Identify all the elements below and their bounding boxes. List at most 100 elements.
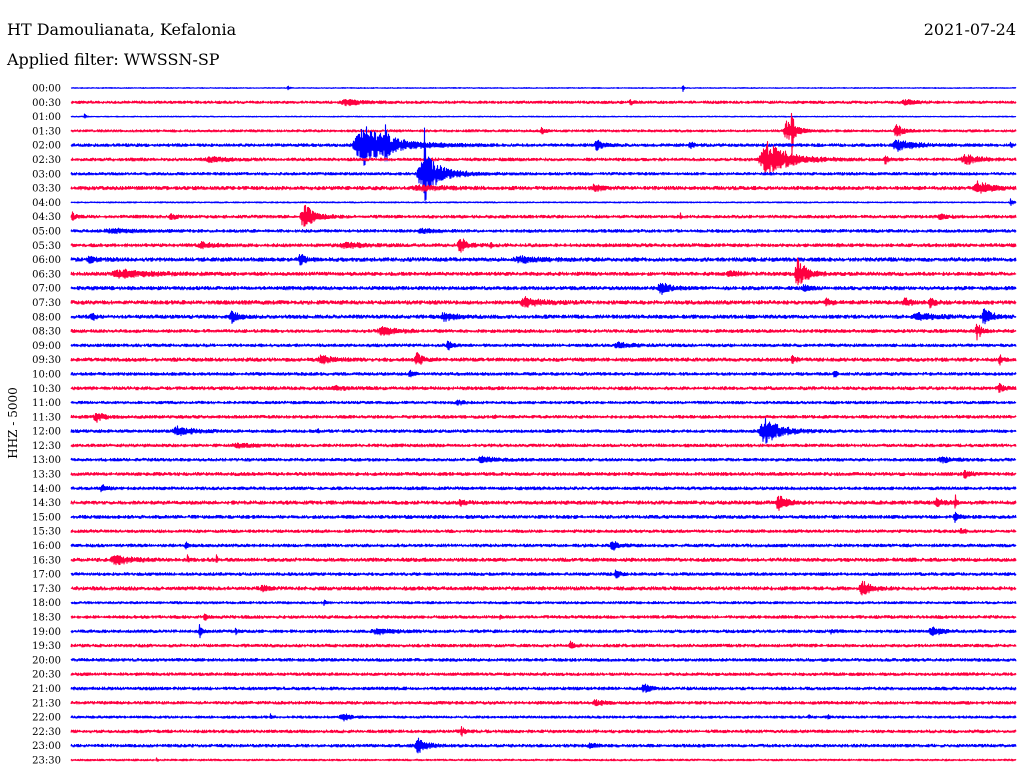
trace-16-30 — [70, 554, 1017, 566]
trace-05-30 — [70, 238, 1017, 253]
trace-15-00 — [70, 511, 1017, 524]
time-label-20-30: 20:30 — [32, 670, 61, 681]
trace-02-00 — [70, 124, 1017, 166]
time-label-11-30: 11:30 — [32, 412, 61, 423]
time-label-18-30: 18:30 — [32, 613, 61, 624]
trace-11-00 — [70, 399, 1017, 406]
plot-date: 2021-07-24 — [923, 20, 1016, 39]
time-label-22-30: 22:30 — [32, 727, 61, 738]
station-title: HT Damoulianata, Kefalonia — [7, 20, 237, 39]
time-label-17-30: 17:30 — [32, 584, 61, 595]
time-label-09-30: 09:30 — [32, 355, 61, 366]
time-label-06-30: 06:30 — [32, 269, 61, 280]
trace-03-30 — [70, 180, 1017, 194]
time-label-08-30: 08:30 — [32, 327, 61, 338]
time-label-23-00: 23:00 — [32, 741, 61, 752]
trace-16-00 — [70, 541, 1017, 551]
time-label-13-00: 13:00 — [32, 455, 61, 466]
trace-18-30 — [70, 613, 1017, 621]
time-label-09-00: 09:00 — [32, 341, 61, 352]
traces — [70, 85, 1017, 762]
time-label-03-30: 03:30 — [32, 184, 61, 195]
time-label-00-30: 00:30 — [32, 98, 61, 109]
time-label-14-30: 14:30 — [32, 498, 61, 509]
time-label-07-00: 07:00 — [32, 284, 61, 295]
trace-08-00 — [70, 308, 1017, 325]
time-label-18-00: 18:00 — [32, 598, 61, 609]
time-label-10-30: 10:30 — [32, 384, 61, 395]
time-label-19-00: 19:00 — [32, 627, 61, 638]
trace-00-30 — [70, 98, 1017, 107]
time-label-02-00: 02:00 — [32, 141, 61, 152]
time-label-06-00: 06:00 — [32, 255, 61, 266]
time-label-10-00: 10:00 — [32, 370, 61, 381]
trace-21-30 — [70, 699, 1017, 707]
time-label-04-30: 04:30 — [32, 212, 61, 223]
trace-14-30 — [70, 494, 1017, 511]
trace-09-30 — [70, 352, 1017, 366]
trace-01-00 — [70, 113, 1017, 119]
trace-02-30 — [70, 141, 1017, 175]
time-label-21-30: 21:30 — [32, 698, 61, 709]
trace-06-00 — [70, 254, 1017, 266]
trace-12-30 — [70, 442, 1017, 449]
trace-07-30 — [70, 296, 1017, 309]
time-label-13-30: 13:30 — [32, 470, 61, 481]
trace-06-30 — [70, 257, 1017, 286]
trace-22-00 — [70, 713, 1017, 722]
trace-04-30 — [70, 204, 1017, 227]
time-label-00-00: 00:00 — [32, 84, 61, 95]
trace-17-00 — [70, 569, 1017, 579]
time-label-08-00: 08:00 — [32, 312, 61, 323]
trace-17-30 — [70, 580, 1017, 596]
time-labels: 00:00 00:30 01:00 01:30 02:00 02:30 03:00 03:30… — [32, 84, 61, 767]
time-label-15-00: 15:00 — [32, 512, 61, 523]
time-label-12-00: 12:00 — [32, 427, 61, 438]
trace-13-30 — [70, 469, 1017, 479]
trace-00-00 — [70, 85, 1017, 92]
trace-19-00 — [70, 624, 1017, 639]
trace-23-00 — [70, 737, 1017, 754]
trace-20-00 — [70, 657, 1017, 662]
time-label-02-30: 02:30 — [32, 155, 61, 166]
trace-14-00 — [70, 484, 1017, 493]
time-label-19-30: 19:30 — [32, 641, 61, 652]
trace-23-30 — [70, 757, 1017, 762]
trace-04-00 — [70, 198, 1017, 207]
filter-label: Applied filter: WWSSN-SP — [7, 50, 220, 69]
time-label-16-30: 16:30 — [32, 555, 61, 566]
time-label-20-00: 20:00 — [32, 655, 61, 666]
trace-08-30 — [70, 323, 1017, 341]
trace-05-00 — [70, 227, 1017, 235]
trace-10-30 — [70, 382, 1017, 393]
time-label-05-30: 05:30 — [32, 241, 61, 252]
trace-01-30 — [70, 112, 1017, 158]
time-label-04-00: 04:00 — [32, 198, 61, 209]
time-label-22-00: 22:00 — [32, 713, 61, 724]
time-label-23-30: 23:30 — [32, 756, 61, 767]
trace-18-00 — [70, 599, 1017, 607]
time-label-01-00: 01:00 — [32, 112, 61, 123]
trace-10-00 — [70, 369, 1017, 378]
trace-15-30 — [70, 527, 1017, 534]
time-label-11-00: 11:00 — [32, 398, 61, 409]
channel-label: HHZ - 5000 — [6, 387, 20, 459]
time-label-12-30: 12:30 — [32, 441, 61, 452]
time-label-03-00: 03:00 — [32, 169, 61, 180]
trace-03-00 — [70, 127, 1017, 202]
trace-12-00 — [70, 418, 1017, 444]
trace-13-00 — [70, 455, 1017, 464]
trace-07-00 — [70, 282, 1017, 296]
trace-22-30 — [70, 725, 1017, 737]
trace-09-00 — [70, 340, 1017, 351]
time-label-17-00: 17:00 — [32, 570, 61, 581]
time-label-05-00: 05:00 — [32, 227, 61, 238]
time-label-16-00: 16:00 — [32, 541, 61, 552]
trace-19-30 — [70, 640, 1017, 649]
time-label-21-00: 21:00 — [32, 684, 61, 695]
trace-11-30 — [70, 413, 1017, 423]
trace-20-30 — [70, 672, 1017, 677]
trace-21-00 — [70, 683, 1017, 693]
time-label-07-30: 07:30 — [32, 298, 61, 309]
